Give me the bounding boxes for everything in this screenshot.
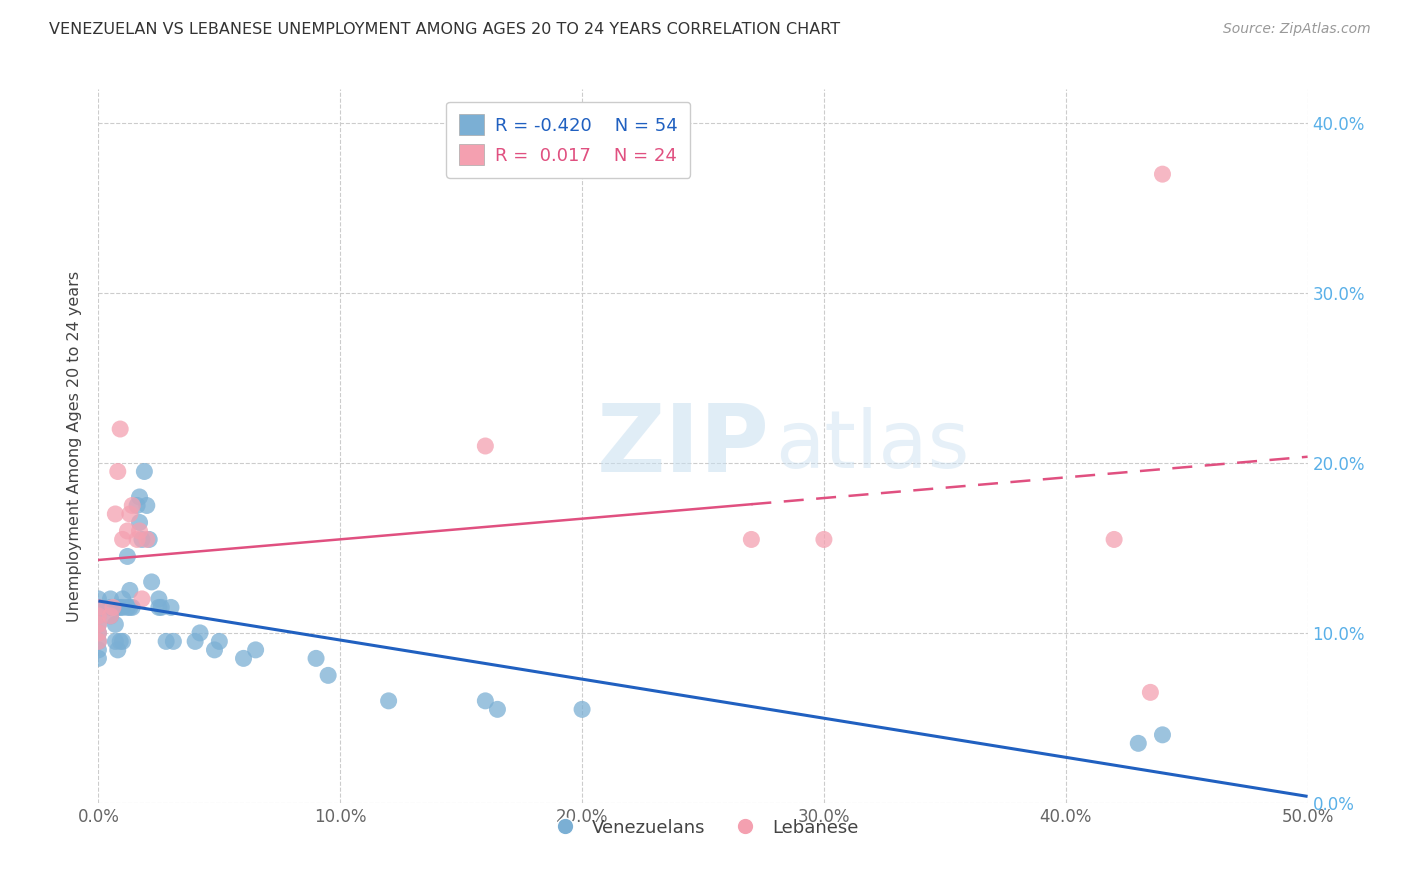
Point	[87, 626, 110, 640]
Point	[134, 465, 156, 479]
Point	[87, 634, 110, 648]
Point	[117, 524, 139, 538]
Point	[87, 617, 110, 632]
Point	[111, 591, 134, 606]
Point	[100, 600, 122, 615]
Point	[204, 643, 226, 657]
Point	[100, 608, 122, 623]
Point	[87, 600, 110, 615]
Point	[474, 439, 496, 453]
Point	[245, 643, 267, 657]
Point	[377, 694, 399, 708]
Point	[162, 634, 184, 648]
Point	[184, 634, 207, 648]
Point	[128, 490, 150, 504]
Point	[135, 533, 157, 547]
Point	[127, 533, 149, 547]
Point	[305, 651, 328, 665]
Point	[1128, 736, 1150, 750]
Point	[107, 600, 129, 615]
Point	[111, 600, 134, 615]
Text: VENEZUELAN VS LEBANESE UNEMPLOYMENT AMONG AGES 20 TO 24 YEARS CORRELATION CHART: VENEZUELAN VS LEBANESE UNEMPLOYMENT AMON…	[49, 22, 841, 37]
Point	[135, 499, 157, 513]
Point	[100, 608, 122, 623]
Point	[128, 524, 150, 538]
Legend: Venezuelans, Lebanese: Venezuelans, Lebanese	[540, 812, 866, 844]
Point	[160, 600, 183, 615]
Point	[208, 634, 231, 648]
Point	[1152, 728, 1174, 742]
Point	[155, 634, 177, 648]
Point	[107, 643, 129, 657]
Point	[100, 591, 122, 606]
Point	[108, 600, 131, 615]
Point	[101, 600, 124, 615]
Point	[87, 600, 110, 615]
Point	[108, 634, 131, 648]
Point	[104, 617, 127, 632]
Point	[316, 668, 339, 682]
Point	[118, 583, 141, 598]
Point	[111, 634, 134, 648]
Point	[87, 591, 110, 606]
Point	[813, 533, 835, 547]
Point	[148, 591, 170, 606]
Point	[131, 591, 153, 606]
Point	[1102, 533, 1125, 547]
Point	[117, 600, 139, 615]
Point	[1139, 685, 1161, 699]
Point	[127, 499, 149, 513]
Point	[740, 533, 762, 547]
Point	[188, 626, 211, 640]
Point	[474, 694, 496, 708]
Point	[148, 600, 170, 615]
Point	[150, 600, 173, 615]
Point	[118, 507, 141, 521]
Point	[121, 600, 143, 615]
Point	[1152, 167, 1174, 181]
Text: Source: ZipAtlas.com: Source: ZipAtlas.com	[1223, 22, 1371, 37]
Point	[108, 422, 131, 436]
Point	[87, 626, 110, 640]
Point	[104, 507, 127, 521]
Point	[571, 702, 593, 716]
Point	[232, 651, 254, 665]
Text: atlas: atlas	[776, 407, 970, 485]
Point	[104, 634, 127, 648]
Point	[486, 702, 509, 716]
Point	[87, 608, 110, 623]
Point	[87, 600, 110, 615]
Y-axis label: Unemployment Among Ages 20 to 24 years: Unemployment Among Ages 20 to 24 years	[67, 270, 83, 622]
Point	[128, 516, 150, 530]
Point	[87, 643, 110, 657]
Point	[87, 617, 110, 632]
Point	[111, 533, 134, 547]
Point	[131, 533, 153, 547]
Point	[118, 600, 141, 615]
Point	[117, 549, 139, 564]
Point	[121, 499, 143, 513]
Point	[138, 533, 160, 547]
Point	[141, 574, 163, 589]
Point	[87, 608, 110, 623]
Point	[87, 651, 110, 665]
Point	[87, 634, 110, 648]
Point	[107, 465, 129, 479]
Text: ZIP: ZIP	[596, 400, 769, 492]
